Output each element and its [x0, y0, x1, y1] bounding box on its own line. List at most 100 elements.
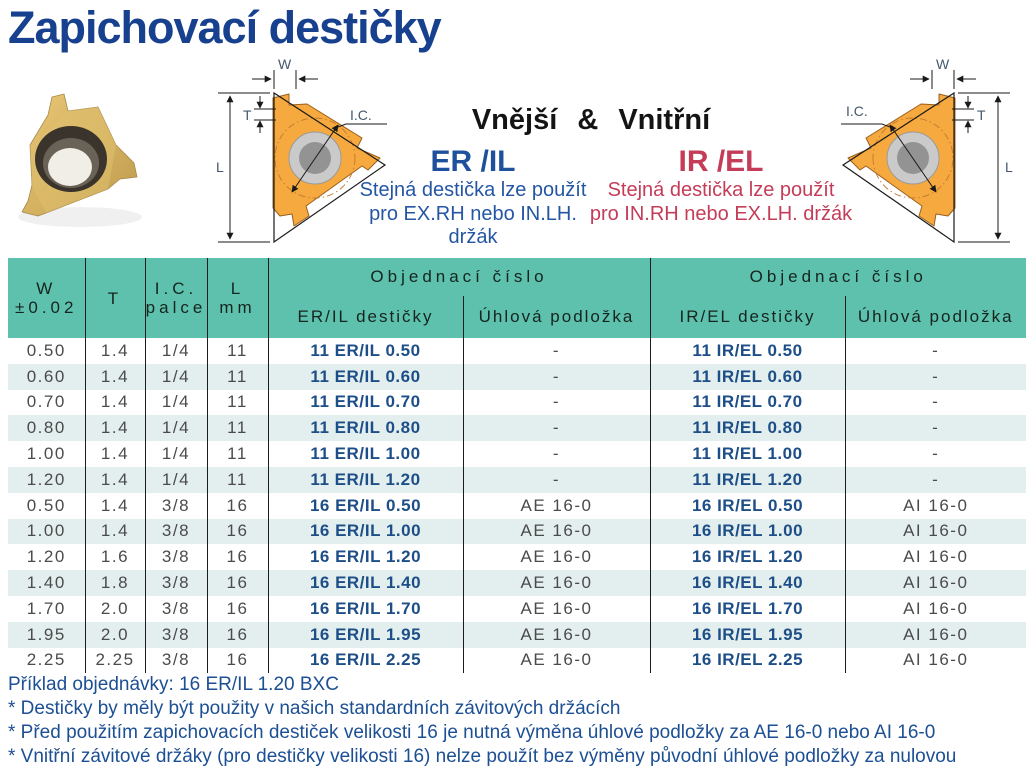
- inscribed-circle: [872, 117, 954, 199]
- cell-ic-palce: 1/4: [145, 389, 208, 416]
- cell-t: 1.4: [85, 389, 146, 416]
- cell-w: 0.80: [8, 415, 86, 442]
- cell-ic-palce: 1/4: [145, 415, 208, 442]
- cell-eril-code: 16 ER/IL 1.95: [268, 621, 464, 648]
- table-row: 1.00 1.4 1/4 11 11 ER/IL 1.00-11 IR/EL 1.00-: [8, 441, 1026, 467]
- ir-el-block: IR /EL Stejná destička lze použít pro IN…: [588, 145, 854, 226]
- inscribed-circle: [274, 117, 356, 199]
- page-title: Zapichovací destičky: [8, 2, 442, 53]
- cell-w: 1.95: [8, 621, 86, 648]
- table-row: 1.40 1.8 3/8 16 16 ER/IL 1.40 AE 16-0 16 IR/EL…: [8, 570, 1026, 596]
- cell-irel-code: 11 IR/EL 0.80: [650, 415, 846, 442]
- table-row: 1.00 1.4 3/8 16 16 ER/IL 1.00 AE 16-0 16 IR/EL…: [8, 518, 1026, 545]
- t-label: T: [977, 107, 986, 123]
- cell-irel-code: 11 IR/EL 1.20: [650, 466, 846, 493]
- cell-l-mm: 16: [207, 544, 269, 571]
- cell-uhlova-ai: -: [932, 340, 940, 360]
- cell-l-mm: 11: [207, 415, 269, 442]
- ir-el-code: IR /EL: [678, 145, 764, 178]
- ic-leader: [337, 123, 387, 128]
- ic-label: I.C.: [350, 107, 372, 123]
- cell-l-mm: 16: [207, 595, 269, 622]
- cell-w: 1.20: [8, 544, 86, 571]
- cell-irel-code: 16 IR/EL 1.95: [650, 621, 846, 648]
- cell-uhlova-ae: -: [463, 441, 651, 467]
- col-header-ic-line2: palce: [145, 298, 207, 317]
- cell-eril-code: 11 ER/IL 0.60: [268, 363, 464, 390]
- cell-uhlova-ai: AI 16-0: [903, 650, 969, 670]
- cell-w: 0.50: [8, 492, 86, 519]
- col-header-l-line1: L: [230, 279, 245, 298]
- cell-l-mm: 11: [207, 338, 269, 364]
- cell-eril-code: 11 ER/IL 0.70: [268, 389, 464, 416]
- cell-uhlova-ai: AI 16-0: [845, 621, 1026, 648]
- footnote: * Destičky by měly být použity v našich …: [8, 697, 621, 719]
- cell-t: 1.4: [85, 415, 146, 442]
- cell-irel-code: 16 IR/EL 2.25: [650, 647, 846, 674]
- cell-uhlova-ae: AE 16-0: [463, 518, 651, 545]
- cell-irel-code: 11 IR/EL 0.70: [650, 389, 846, 416]
- cell-uhlova-ae: AE 16-0: [463, 570, 651, 596]
- cell-uhlova-ae: AE 16-0: [463, 621, 651, 648]
- er-il-block: ER /IL Stejná destička lze použít pro EX…: [348, 145, 598, 250]
- cell-t: 2.25: [85, 647, 146, 674]
- cell-uhlova-ai: AI 16-0: [903, 495, 969, 515]
- cell-uhlova-ae: -: [463, 389, 651, 416]
- col-header-uhlova-right: Úhlová podložka: [845, 296, 1026, 338]
- cell-t: 1.6: [85, 544, 146, 571]
- cell-w: 1.20: [8, 466, 86, 493]
- table-row: 0.60 1.4 1/4 11 11 ER/IL 0.60-11 IR/EL 0.60-: [8, 363, 1026, 390]
- cell-l-mm: 16: [207, 570, 269, 596]
- cell-w: 0.50: [8, 338, 86, 364]
- cell-uhlova-ae: -: [463, 466, 651, 493]
- cell-w: 1.00: [8, 441, 86, 467]
- cell-ic-palce: 1/4: [145, 441, 208, 467]
- order-example: Příklad objednávky: 16 ER/IL 1.20 BXC: [8, 674, 339, 695]
- t-label: T: [243, 107, 252, 123]
- cell-irel-code: 11 IR/EL 1.00: [650, 441, 846, 467]
- cell-uhlova-ai: -: [932, 444, 940, 464]
- cell-ic-palce: 3/8: [145, 621, 208, 648]
- cell-t: 1.4: [85, 518, 146, 545]
- cell-uhlova-ae: -: [463, 415, 651, 442]
- ic-leader: [841, 123, 891, 128]
- cell-uhlova-ai: -: [845, 466, 1026, 493]
- cell-uhlova-ai: AI 16-0: [845, 570, 1026, 596]
- cell-l-mm: 16: [207, 647, 269, 674]
- col-header-l: L mm: [207, 258, 269, 338]
- cell-w: 1.40: [8, 570, 86, 596]
- insert-diagram-left: I.C. W T L: [216, 58, 387, 244]
- w-label: W: [278, 58, 292, 72]
- table-row: 1.20 1.4 1/4 11 11 ER/IL 1.20-11 IR/EL 1.20-: [8, 466, 1026, 493]
- col-header-w: W ±0.02: [8, 258, 86, 338]
- cell-irel-code: 16 IR/EL 1.00: [650, 518, 846, 545]
- ic-arrow: [291, 124, 339, 193]
- ir-el-line1: Stejná destička lze použít: [607, 179, 835, 201]
- l-label: L: [1005, 159, 1013, 175]
- cell-l-mm: 11: [207, 363, 269, 390]
- cell-w: 2.25: [8, 647, 86, 674]
- table-row: 0.80 1.4 1/4 11 11 ER/IL 0.80-11 IR/EL 0.80-: [8, 415, 1026, 442]
- ordering-table: W ±0.02 T I.C. palce L mm Objednací čísl…: [8, 258, 1026, 674]
- cell-eril-code: 16 ER/IL 1.00: [268, 518, 464, 545]
- w-label: W: [936, 56, 950, 72]
- section-heading: Vnější & Vnitřní: [471, 104, 711, 136]
- ic-arrow: [889, 124, 937, 193]
- cell-l-mm: 16: [207, 621, 269, 648]
- cell-t: 1.4: [85, 363, 146, 390]
- cell-ic-palce: 3/8: [145, 647, 208, 674]
- l-label: L: [216, 159, 224, 175]
- cell-w: 1.00: [8, 518, 86, 545]
- cell-t: 1.8: [85, 570, 146, 596]
- cell-eril-code: 16 ER/IL 1.20: [268, 544, 464, 571]
- cell-t: 1.4: [85, 338, 146, 364]
- cell-ic-palce: 1/4: [145, 466, 208, 493]
- cell-eril-code: 11 ER/IL 0.50: [268, 338, 464, 364]
- group-header-order-left: Objednací číslo: [268, 258, 651, 296]
- cell-uhlova-ae: AE 16-0: [463, 492, 651, 519]
- cell-irel-code: 16 IR/EL 1.40: [650, 570, 846, 596]
- cell-l-mm: 11: [207, 389, 269, 416]
- cell-uhlova-ae: AE 16-0: [463, 647, 651, 674]
- cell-l-mm: 11: [207, 466, 269, 493]
